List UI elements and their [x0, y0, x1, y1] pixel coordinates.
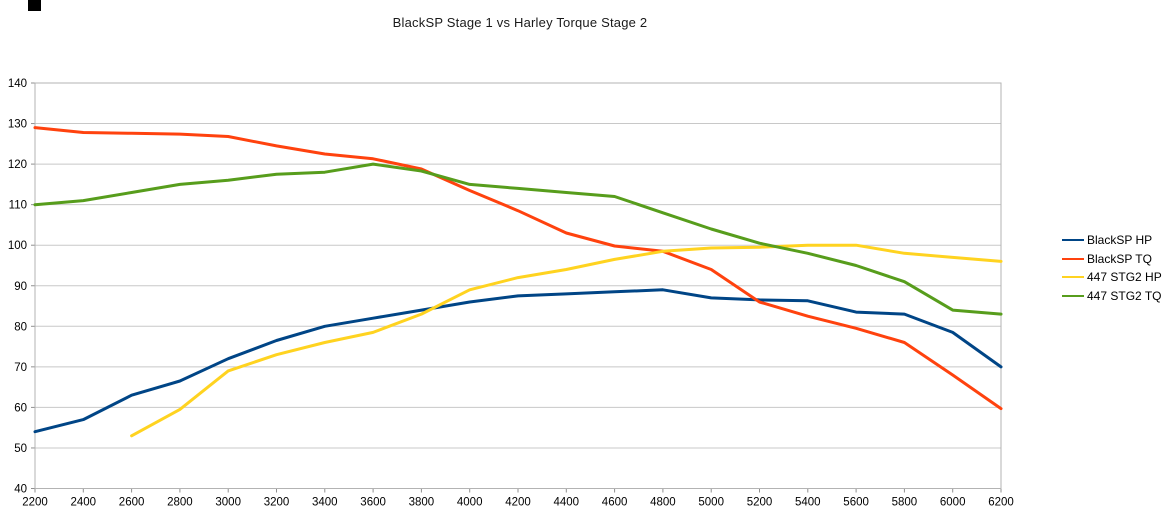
legend-line-swatch [1062, 276, 1084, 279]
y-tick-label: 60 [14, 402, 27, 414]
x-tick-label: 6000 [940, 497, 966, 509]
y-tick-label: 120 [8, 159, 27, 171]
x-tick-label: 4600 [602, 497, 628, 509]
series-line-BlackSP-HP [33, 288, 1003, 434]
legend-item: 447 STG2 HP [1062, 268, 1162, 287]
series-line-447-STG2-HP [130, 243, 1003, 438]
x-tick-label: 3600 [360, 497, 386, 509]
x-tick-label: 5400 [795, 497, 821, 509]
y-tick-label: 90 [14, 281, 27, 293]
y-tick-label: 140 [8, 78, 27, 90]
legend-label: BlackSP HP [1087, 233, 1153, 248]
legend-item: BlackSP TQ [1062, 250, 1162, 269]
x-tick-label: 5000 [698, 497, 724, 509]
x-tick-label: 4200 [505, 497, 531, 509]
series-line-447-STG2-TQ [33, 162, 1003, 316]
y-tick-label: 80 [14, 321, 27, 333]
legend-label: BlackSP TQ [1087, 251, 1152, 266]
legend-label: 447 STG2 HP [1087, 270, 1162, 285]
x-tick-label: 2200 [22, 497, 48, 509]
y-tick-label: 50 [14, 443, 27, 455]
cropped-corner-glyph [28, 0, 41, 11]
legend-line-swatch [1062, 257, 1084, 260]
chart-title: BlackSP Stage 1 vs Harley Torque Stage 2 [392, 15, 648, 30]
legend-item: BlackSP HP [1062, 231, 1162, 250]
legend-line-swatch [1062, 239, 1084, 242]
y-tick-label: 100 [8, 240, 27, 252]
y-tick-label: 110 [9, 200, 27, 212]
x-tick-label: 5200 [747, 497, 773, 509]
y-tick-label: 40 [14, 484, 27, 496]
legend-item: 447 STG2 TQ [1062, 287, 1162, 306]
x-tick-label: 4000 [457, 497, 483, 509]
x-tick-label: 4400 [554, 497, 580, 509]
y-tick-label: 130 [8, 119, 27, 131]
x-tick-label: 2800 [167, 497, 193, 509]
plot-border [34, 82, 1002, 489]
x-tick-label: 3400 [312, 497, 338, 509]
x-tick-label: 4800 [650, 497, 676, 509]
series-line-BlackSP-TQ [33, 126, 1003, 411]
x-tick-label: 5600 [843, 497, 869, 509]
chart-legend: BlackSP HP BlackSP TQ 447 STG2 HP 447 ST… [1062, 231, 1162, 305]
legend-line-swatch [1062, 294, 1084, 297]
x-tick-label: 2400 [71, 497, 97, 509]
x-tick-label: 2600 [119, 497, 145, 509]
x-tick-label: 3000 [215, 497, 241, 509]
x-tick-label: 3200 [264, 497, 290, 509]
x-tick-label: 6200 [988, 497, 1014, 509]
y-tick-label: 70 [14, 362, 27, 374]
x-tick-label: 5800 [892, 497, 918, 509]
legend-label: 447 STG2 TQ [1087, 288, 1162, 303]
x-tick-label: 3800 [409, 497, 435, 509]
